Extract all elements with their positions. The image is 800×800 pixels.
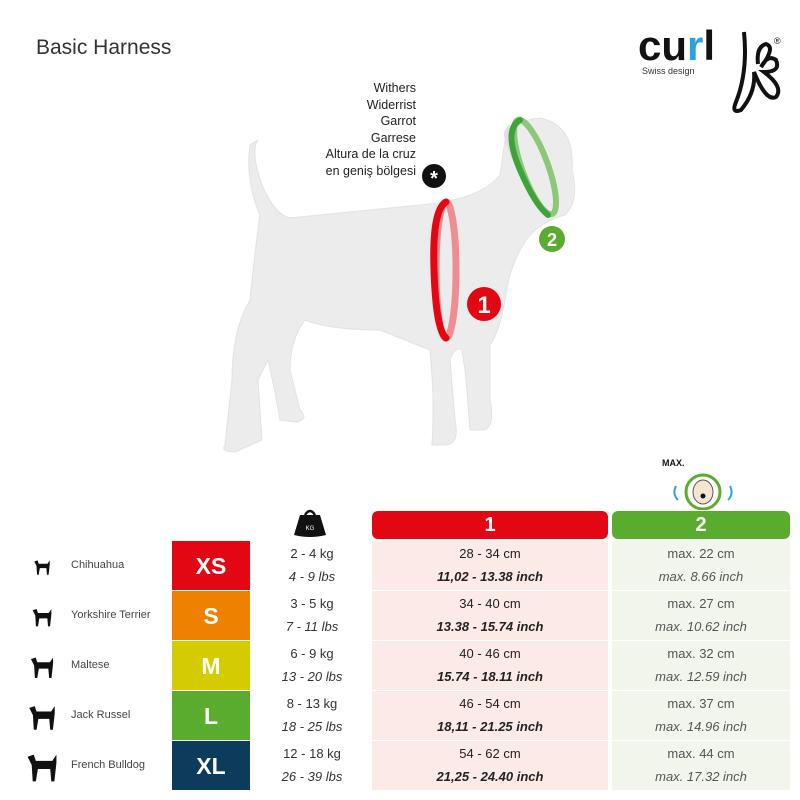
breed-name: Yorkshire Terrier xyxy=(71,609,151,621)
dog-breed-icon xyxy=(29,706,55,730)
size-badge: XL xyxy=(172,741,250,791)
measure2-inch: max. 8.66 inch xyxy=(658,569,744,584)
dog-head-neck-icon xyxy=(673,473,733,510)
measure2-inch: max. 12.59 inch xyxy=(655,669,747,684)
weight-lbs: 7 - 11 lbs xyxy=(285,619,339,634)
svg-text:®: ® xyxy=(774,36,781,46)
measure1-inch: 21,25 - 24.40 inch xyxy=(436,769,544,784)
weight-lbs: 18 - 25 lbs xyxy=(281,719,343,734)
curli-logo: curl Swiss design ® xyxy=(638,22,781,113)
column-header-2: 2 xyxy=(612,511,790,539)
marker-2: 2 xyxy=(547,230,557,250)
weight-kg: 3 - 5 kg xyxy=(290,596,334,611)
weight-lbs: 13 - 20 lbs xyxy=(281,669,343,684)
measure1-inch: 18,11 - 21.25 inch xyxy=(437,719,543,734)
weight-lbs: 4 - 9 lbs xyxy=(288,569,336,584)
label-withers: Withers xyxy=(373,81,416,95)
measure2-inch: max. 17.32 inch xyxy=(655,769,747,784)
measure2-cm: max. 44 cm xyxy=(667,746,735,761)
svg-text:curl: curl xyxy=(638,22,715,69)
measure1-cell xyxy=(372,541,608,591)
breed-name: Maltese xyxy=(71,659,110,671)
measure2-inch: max. 14.96 inch xyxy=(655,719,747,734)
measure1-cm: 34 - 40 cm xyxy=(459,596,521,611)
table-row: Maltese M 6 - 9 kg 13 - 20 lbs 40 - 46 c… xyxy=(0,641,800,691)
measure1-cell xyxy=(372,641,608,691)
measure2-cm: max. 32 cm xyxy=(667,646,735,661)
size-badge: S xyxy=(172,591,250,641)
table-row: Yorkshire Terrier S 3 - 5 kg 7 - 11 lbs … xyxy=(0,591,800,641)
weight-kg: 6 - 9 kg xyxy=(290,646,334,661)
max-label: MAX. xyxy=(662,458,685,468)
measure2-cm: max. 27 cm xyxy=(667,596,735,611)
label-garrot: Garrot xyxy=(380,114,416,128)
svg-text:Swiss design: Swiss design xyxy=(642,66,695,76)
dog-breed-icon xyxy=(27,754,57,782)
measure2-cm: max. 37 cm xyxy=(667,696,735,711)
measure1-inch: 13.38 - 15.74 inch xyxy=(436,619,544,634)
breed-name: Chihuahua xyxy=(71,559,125,571)
breed-name: French Bulldog xyxy=(71,759,145,771)
weight-kg: 12 - 18 kg xyxy=(283,746,341,761)
label-widerrist: Widerrist xyxy=(366,97,416,112)
measure2-cell xyxy=(612,691,790,741)
page-title: Basic Harness xyxy=(36,36,172,59)
size-badge: L xyxy=(172,691,250,741)
dog-breed-icon xyxy=(32,608,52,627)
table-row: French Bulldog XL 12 - 18 kg 26 - 39 lbs… xyxy=(0,741,800,791)
measure2-cm: max. 22 cm xyxy=(667,546,735,561)
table-row: Jack Russel L 8 - 13 kg 18 - 25 lbs 46 -… xyxy=(0,691,800,741)
measure1-cm: 54 - 62 cm xyxy=(459,746,521,761)
marker-1: 1 xyxy=(477,292,490,319)
measure2-cell xyxy=(612,591,790,641)
measure1-cell xyxy=(372,691,608,741)
column-header-1: 1 xyxy=(372,511,608,539)
dog-breed-icon xyxy=(34,560,50,575)
breed-name: Jack Russel xyxy=(71,709,131,721)
weight-kg: 8 - 13 kg xyxy=(286,696,338,711)
svg-text:KG: KG xyxy=(306,526,315,532)
weight-lbs: 26 - 39 lbs xyxy=(281,769,343,784)
measure2-cell xyxy=(612,641,790,691)
label-garrese: Garrese xyxy=(370,130,416,145)
dog-illustration: * 2 1 xyxy=(223,116,576,453)
measure2-cell xyxy=(612,741,790,791)
label-altura: Altura de la cruz xyxy=(325,147,416,161)
measure1-cell xyxy=(372,591,608,641)
measure2-inch: max. 10.62 inch xyxy=(655,619,747,634)
table-row: Chihuahua XS 2 - 4 kg 4 - 9 lbs 28 - 34 … xyxy=(0,541,800,591)
measure1-cm: 40 - 46 cm xyxy=(459,646,521,661)
weight-kg: 2 - 4 kg xyxy=(290,546,334,561)
measure1-inch: 11,02 - 13.38 inch xyxy=(437,569,543,584)
withers-labels: Withers Widerrist Garrot Garrese Altura … xyxy=(280,80,416,179)
size-badge: M xyxy=(172,641,250,691)
measure2-cell xyxy=(612,541,790,591)
measure1-inch: 15.74 - 18.11 inch xyxy=(437,669,543,684)
kg-weight-icon: KG xyxy=(294,509,326,537)
measure1-cm: 28 - 34 cm xyxy=(459,546,521,561)
dog-breed-icon xyxy=(30,657,54,679)
measure1-cm: 46 - 54 cm xyxy=(459,696,521,711)
withers-marker: * xyxy=(430,168,438,190)
size-badge: XS xyxy=(172,541,250,591)
label-genis: en geniş bölgesi xyxy=(325,163,416,178)
measure1-cell xyxy=(372,741,608,791)
